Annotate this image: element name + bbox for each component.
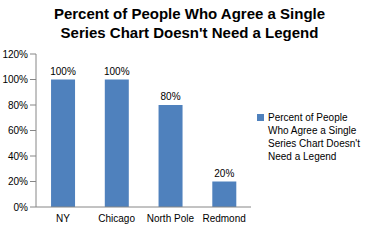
html-text:Percent of People Who Agree a: Percent of People Who Agree a Single Ser… (53, 5, 326, 41)
svg-text:20%: 20% (8, 176, 28, 187)
svg-text:20%: 20% (214, 168, 234, 179)
svg-text:40%: 40% (8, 151, 28, 162)
svg-text:100%: 100% (50, 66, 76, 77)
svg-text:120%: 120% (8, 49, 28, 60)
svg-text:North Pole: North Pole (147, 213, 195, 224)
svg-text:0%: 0% (14, 202, 29, 213)
html-text:Percent of People Who Agree a: Percent of People Who Agree a Single Ser… (268, 111, 360, 162)
svg-text:NY: NY (56, 213, 70, 224)
svg-text:60%: 60% (8, 125, 28, 136)
svg-text:80%: 80% (8, 100, 28, 111)
svg-text:100%: 100% (8, 74, 28, 85)
svg-text:100%: 100% (104, 66, 130, 77)
svg-text:Chicago: Chicago (98, 213, 135, 224)
svg-text:Redmond: Redmond (202, 213, 245, 224)
svg-text:80%: 80% (161, 91, 181, 102)
